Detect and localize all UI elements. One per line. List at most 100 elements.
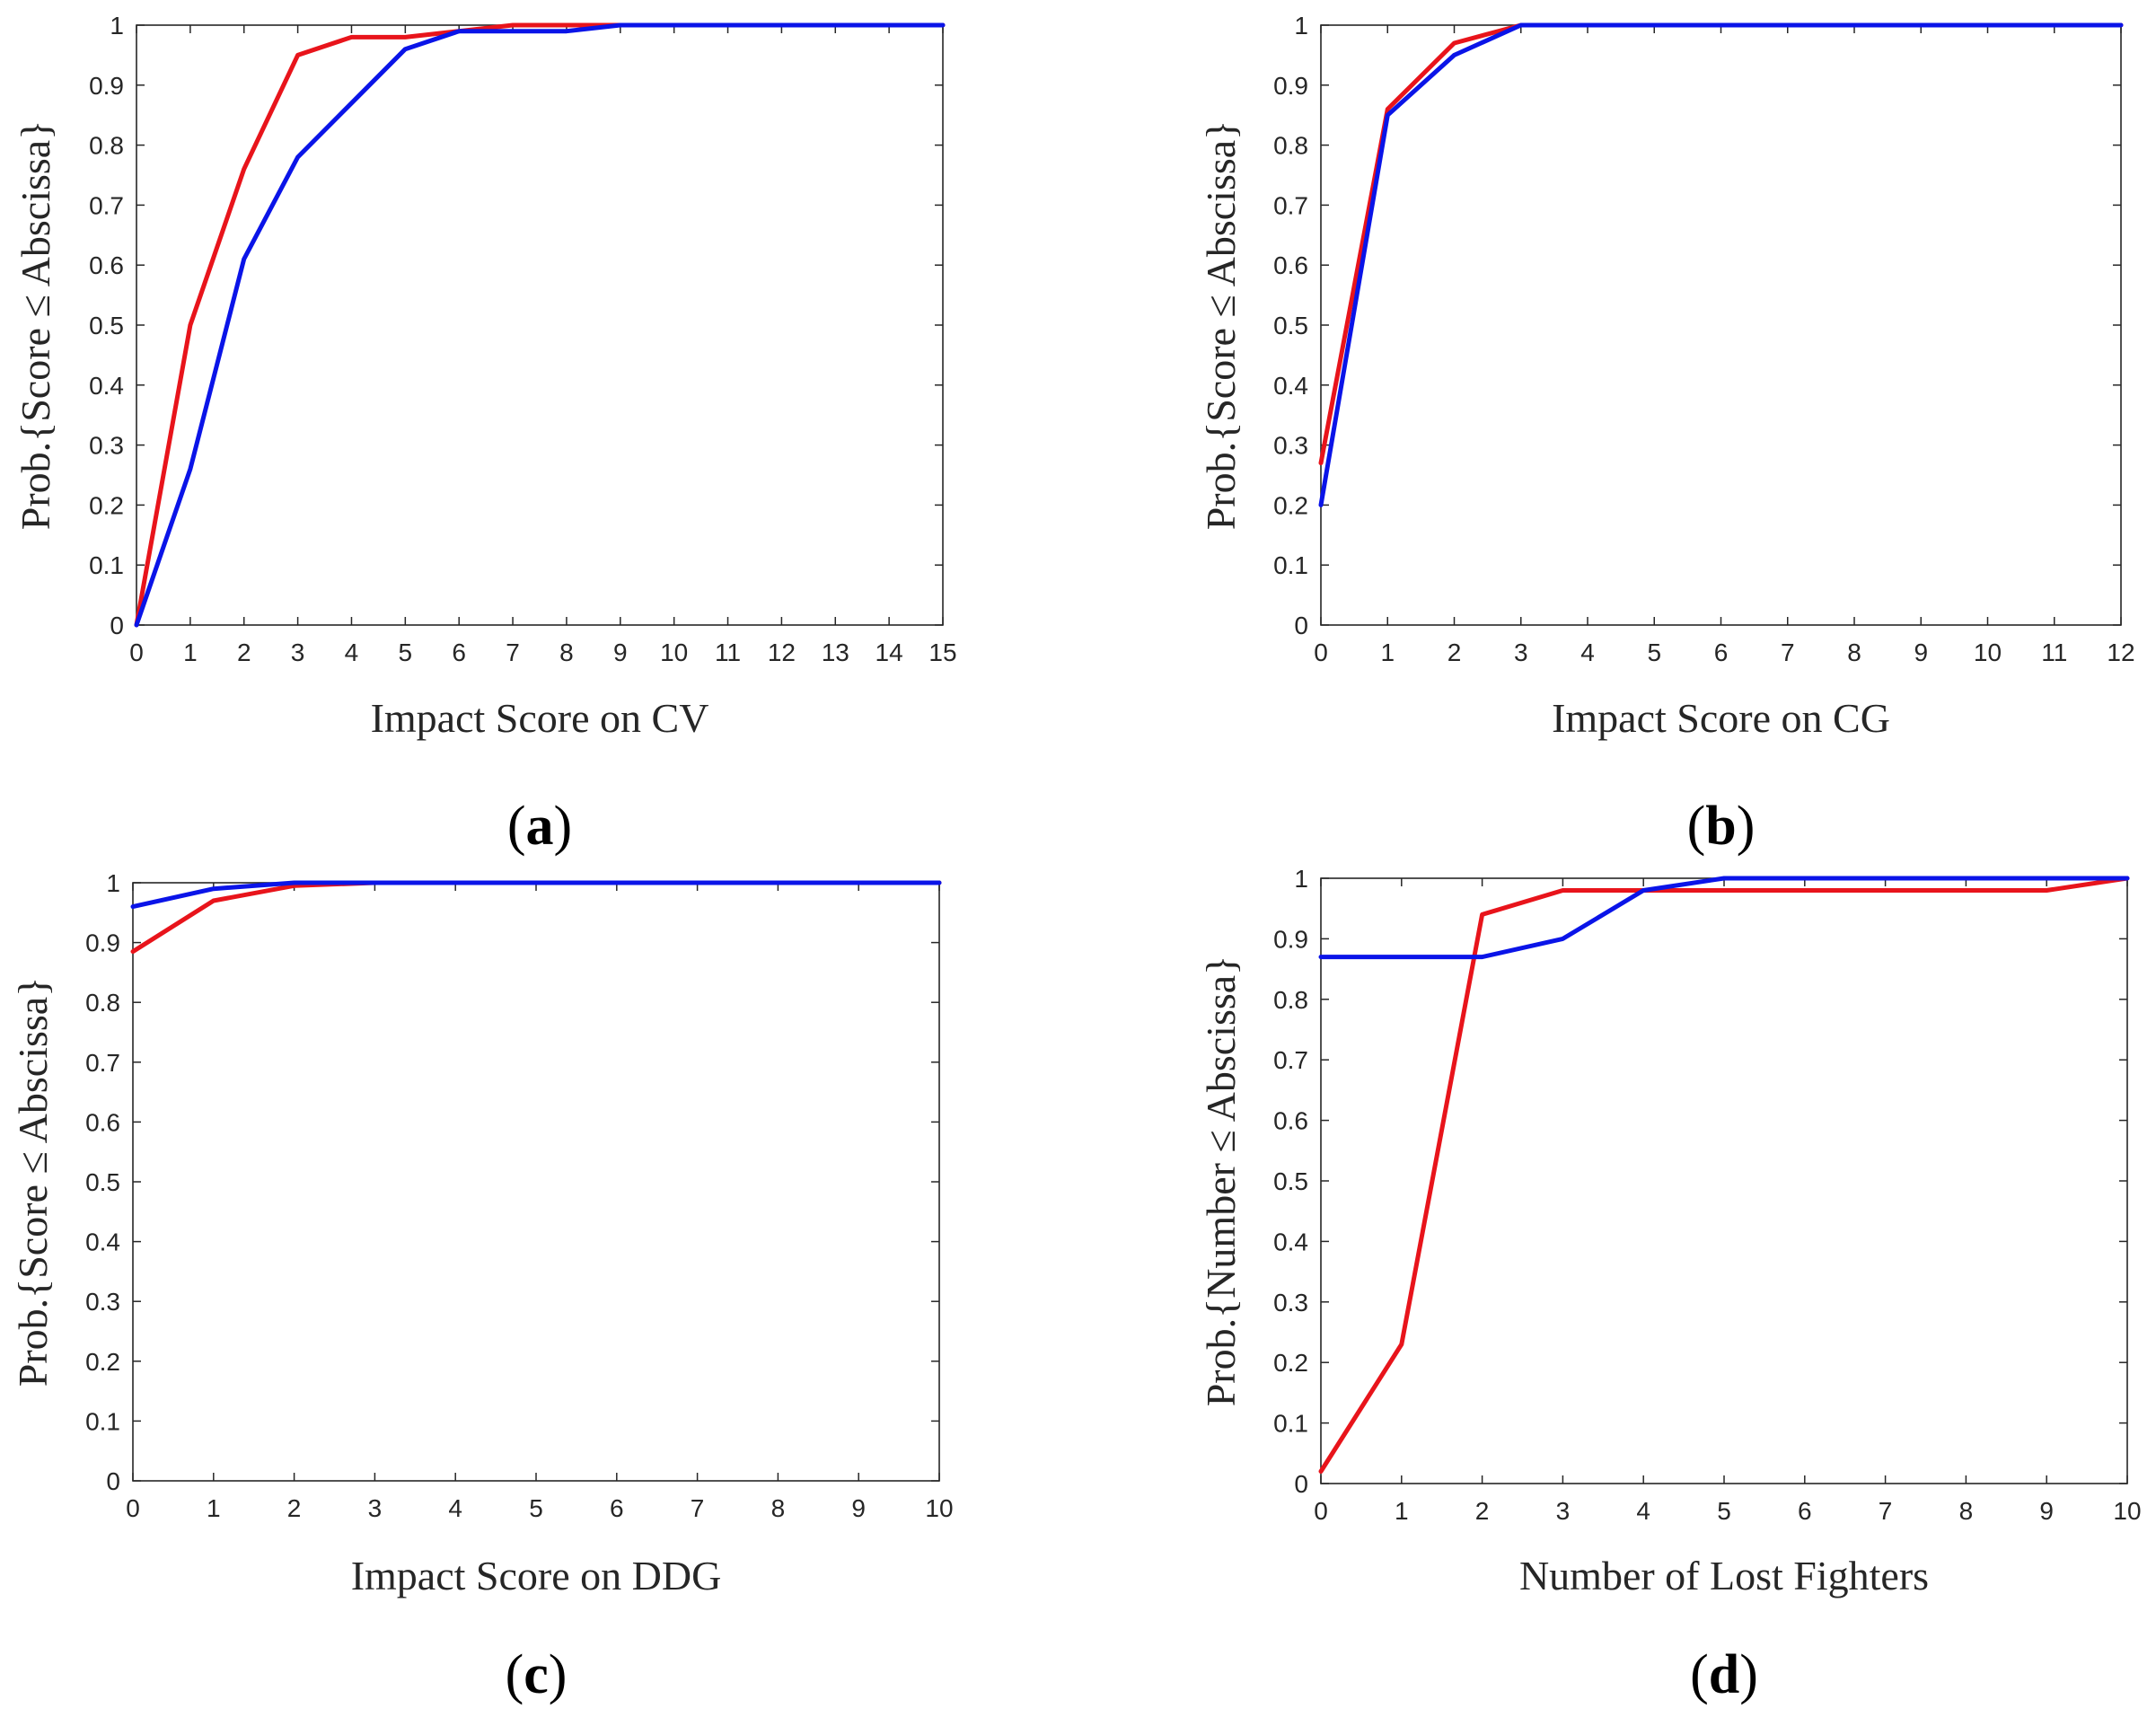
plot-area-frame	[132, 882, 940, 1482]
x-tick-label: 6	[1714, 638, 1729, 666]
plot-area-frame	[1320, 24, 2122, 626]
chart-panel-c: 0 1 2 3 4 5 6 7 8 9 10 0 0.1 0.2 0.3 0.4 0.5 0.6 0.7 0.8 0.9…	[10, 869, 954, 1705]
x-tick-label: 0	[1314, 1497, 1328, 1525]
y-tick-label: 1	[110, 12, 124, 40]
x-tick-label: 9	[851, 1494, 866, 1522]
x-tick-label: 1	[183, 638, 198, 666]
x-tick-label: 3	[1556, 1497, 1571, 1525]
y-axis-label: Prob.{Number ≤ Abscissa}	[1198, 955, 1244, 1407]
y-tick-label: 0.7	[85, 1049, 120, 1077]
x-axis-label: Number of Lost Fighters	[1519, 1553, 1929, 1598]
x-tick-label: 3	[1514, 638, 1528, 666]
x-tick-label: 15	[928, 638, 956, 666]
y-tick-label: 0.6	[1273, 1107, 1308, 1135]
y-tick-label: 0	[1294, 612, 1308, 639]
x-tick-label: 4	[448, 1494, 462, 1522]
plot-area-frame	[1320, 877, 2128, 1484]
y-tick-label: 0.8	[1273, 986, 1308, 1014]
y-tick-label: 0.5	[89, 312, 124, 339]
x-tick-label: 2	[1475, 1497, 1490, 1525]
x-tick-label: 13	[822, 638, 849, 666]
x-tick-label: 5	[399, 638, 413, 666]
x-tick-label: 8	[771, 1494, 786, 1522]
y-tick-label: 0.9	[1273, 925, 1308, 953]
y-tick-label: 0.5	[1273, 1167, 1308, 1195]
x-tick-label: 8	[1847, 638, 1861, 666]
y-tick-label: 0.9	[85, 929, 120, 957]
y-tick-label: 0.4	[1273, 372, 1308, 400]
panel-label: (d)	[1690, 1644, 1758, 1705]
x-tick-label: 3	[291, 638, 305, 666]
y-tick-label: 0.2	[85, 1348, 120, 1376]
chart-panel-b: 0 1 2 3 4 5 6 7 8 9 10 11 1200.10.20.30.40.50.60.70.…	[1198, 12, 2135, 857]
y-tick-label: 0.1	[85, 1407, 120, 1435]
x-tick-label: 2	[287, 1494, 302, 1522]
x-tick-label: 11	[715, 638, 741, 666]
x-tick-label: 8	[1959, 1497, 1974, 1525]
x-tick-label: 10	[925, 1494, 953, 1522]
x-axis-label: Impact Score on CV	[371, 695, 709, 741]
x-tick-label: 1	[207, 1494, 221, 1522]
x-tick-label: 7	[691, 1494, 705, 1522]
y-tick-label: 0.6	[89, 251, 124, 279]
panel-label: (b)	[1687, 796, 1756, 857]
y-tick-label: 0	[106, 1467, 120, 1495]
y-tick-label: 0.6	[85, 1108, 120, 1136]
panel-label: (a)	[507, 796, 572, 857]
y-tick-label: 0.5	[1273, 312, 1308, 339]
y-tick-label: 0	[110, 612, 124, 639]
y-tick-label: 0.2	[89, 491, 124, 519]
series-line-blue	[1318, 22, 2124, 507]
y-tick-label: 0.1	[1273, 551, 1308, 579]
y-tick-label: 0.3	[1273, 432, 1308, 460]
y-tick-label: 0.9	[89, 72, 124, 100]
x-tick-label: 0	[1314, 638, 1328, 666]
y-tick-label: 0.5	[85, 1168, 120, 1196]
x-tick-label: 10	[2113, 1497, 2141, 1525]
x-tick-label: 14	[876, 638, 903, 666]
series-line-blue	[134, 22, 946, 628]
x-tick-label: 4	[1580, 638, 1595, 666]
series-line-blue	[130, 880, 942, 910]
x-axis-label: Impact Score on DDG	[351, 1553, 722, 1598]
x-tick-label: 7	[1879, 1497, 1893, 1525]
x-tick-label: 3	[368, 1494, 383, 1522]
x-tick-label: 7	[506, 638, 520, 666]
y-tick-label: 0.2	[1273, 1349, 1308, 1377]
x-tick-label: 6	[610, 1494, 624, 1522]
series-line-red	[130, 880, 942, 955]
x-tick-label: 9	[2039, 1497, 2054, 1525]
x-tick-label: 2	[237, 638, 251, 666]
x-tick-label: 10	[660, 638, 688, 666]
x-tick-label: 0	[129, 638, 144, 666]
y-axis-label: Prob.{Score ≤ Abscissa}	[13, 120, 58, 531]
panel-label: (c)	[506, 1644, 568, 1705]
x-tick-label: 11	[2041, 638, 2067, 666]
y-tick-label: 0.4	[1273, 1228, 1308, 1255]
y-tick-label: 1	[1294, 865, 1308, 893]
x-tick-label: 12	[2107, 638, 2134, 666]
x-tick-label: 5	[529, 1494, 543, 1522]
y-tick-label: 1	[106, 869, 120, 897]
x-axis-label: Impact Score on CG	[1552, 695, 1890, 741]
x-tick-label: 7	[1781, 638, 1795, 666]
x-tick-label: 9	[613, 638, 628, 666]
y-tick-label: 0	[1294, 1470, 1308, 1498]
y-tick-label: 0.8	[89, 132, 124, 160]
y-tick-label: 0.7	[1273, 191, 1308, 219]
y-tick-label: 0.8	[1273, 132, 1308, 160]
y-tick-label: 0.3	[85, 1288, 120, 1316]
x-tick-label: 5	[1647, 638, 1661, 666]
series-line-red	[1318, 22, 2124, 466]
x-tick-label: 0	[126, 1494, 140, 1522]
y-tick-label: 0.6	[1273, 251, 1308, 279]
plot-area-frame	[136, 24, 944, 626]
y-tick-label: 0.3	[89, 432, 124, 460]
x-tick-label: 6	[452, 638, 466, 666]
y-tick-label: 0.9	[1273, 72, 1308, 100]
series-line-red	[1318, 876, 2130, 1474]
x-tick-label: 1	[1380, 638, 1395, 666]
y-axis-label: Prob.{Score ≤ Abscissa}	[10, 977, 56, 1387]
y-tick-label: 0.7	[1273, 1046, 1308, 1074]
